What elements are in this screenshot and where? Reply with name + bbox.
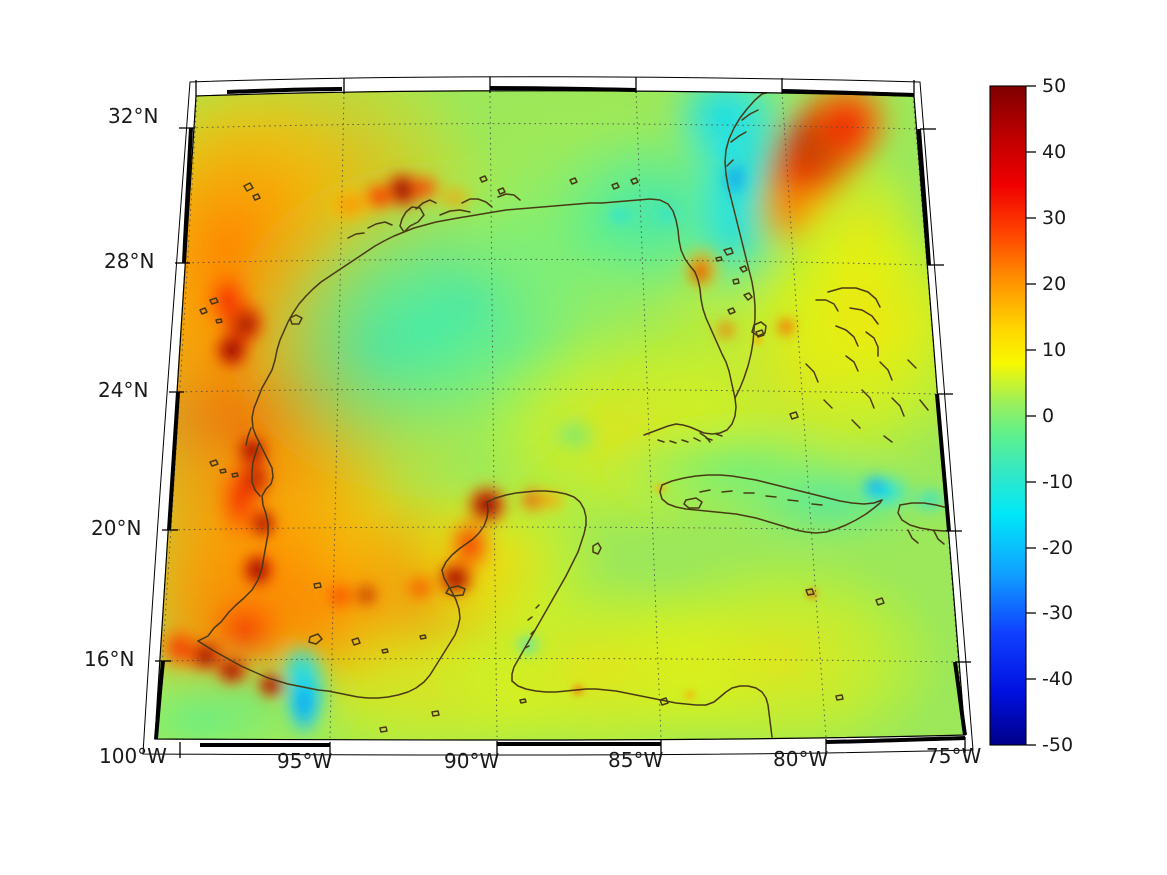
tick-marks	[155, 77, 971, 758]
anomaly-field	[155, 90, 965, 741]
colorbar-label-30: 30	[1042, 207, 1067, 229]
axis-barbs-bottom	[200, 736, 966, 748]
colorbar-label-0: 0	[1042, 405, 1055, 427]
ytick-label-24N: 24°N	[98, 378, 149, 402]
colorbar-label-40: 40	[1042, 141, 1067, 163]
xtick-label-85W: 85°W	[608, 748, 664, 772]
colorbar-label-20: 20	[1042, 273, 1067, 295]
colorbar-label-50: 50	[1042, 75, 1067, 97]
xtick-label-100W: 100°W	[99, 744, 167, 768]
xtick-label-90W: 90°W	[444, 749, 500, 773]
ytick-label-28N: 28°N	[104, 249, 155, 273]
coastlines	[197, 91, 959, 738]
axis-barbs-left	[154, 127, 193, 740]
ytick-label-16N: 16°N	[84, 647, 135, 671]
axis-barbs-top	[226, 86, 915, 97]
ytick-label-32N: 32°N	[108, 104, 159, 128]
colorbar-label-10: 10	[1042, 339, 1067, 361]
axis-barbs-right	[917, 128, 967, 736]
xtick-label-95W: 95°W	[277, 749, 333, 773]
colorbar-ticks	[1026, 85, 1036, 746]
colorbar-label-minus50: -50	[1042, 734, 1074, 756]
colorbar-label-minus40: -40	[1042, 668, 1074, 690]
xtick-label-80W: 80°W	[773, 747, 829, 771]
ytick-label-20N: 20°N	[91, 516, 142, 540]
xtick-label-75W: 75°W	[926, 744, 982, 768]
colorbar-label-minus20: -20	[1042, 537, 1074, 559]
colorbar[interactable]	[989, 85, 1036, 746]
colorbar-label-minus10: -10	[1042, 471, 1074, 493]
colorbar-label-minus30: -30	[1042, 602, 1074, 624]
